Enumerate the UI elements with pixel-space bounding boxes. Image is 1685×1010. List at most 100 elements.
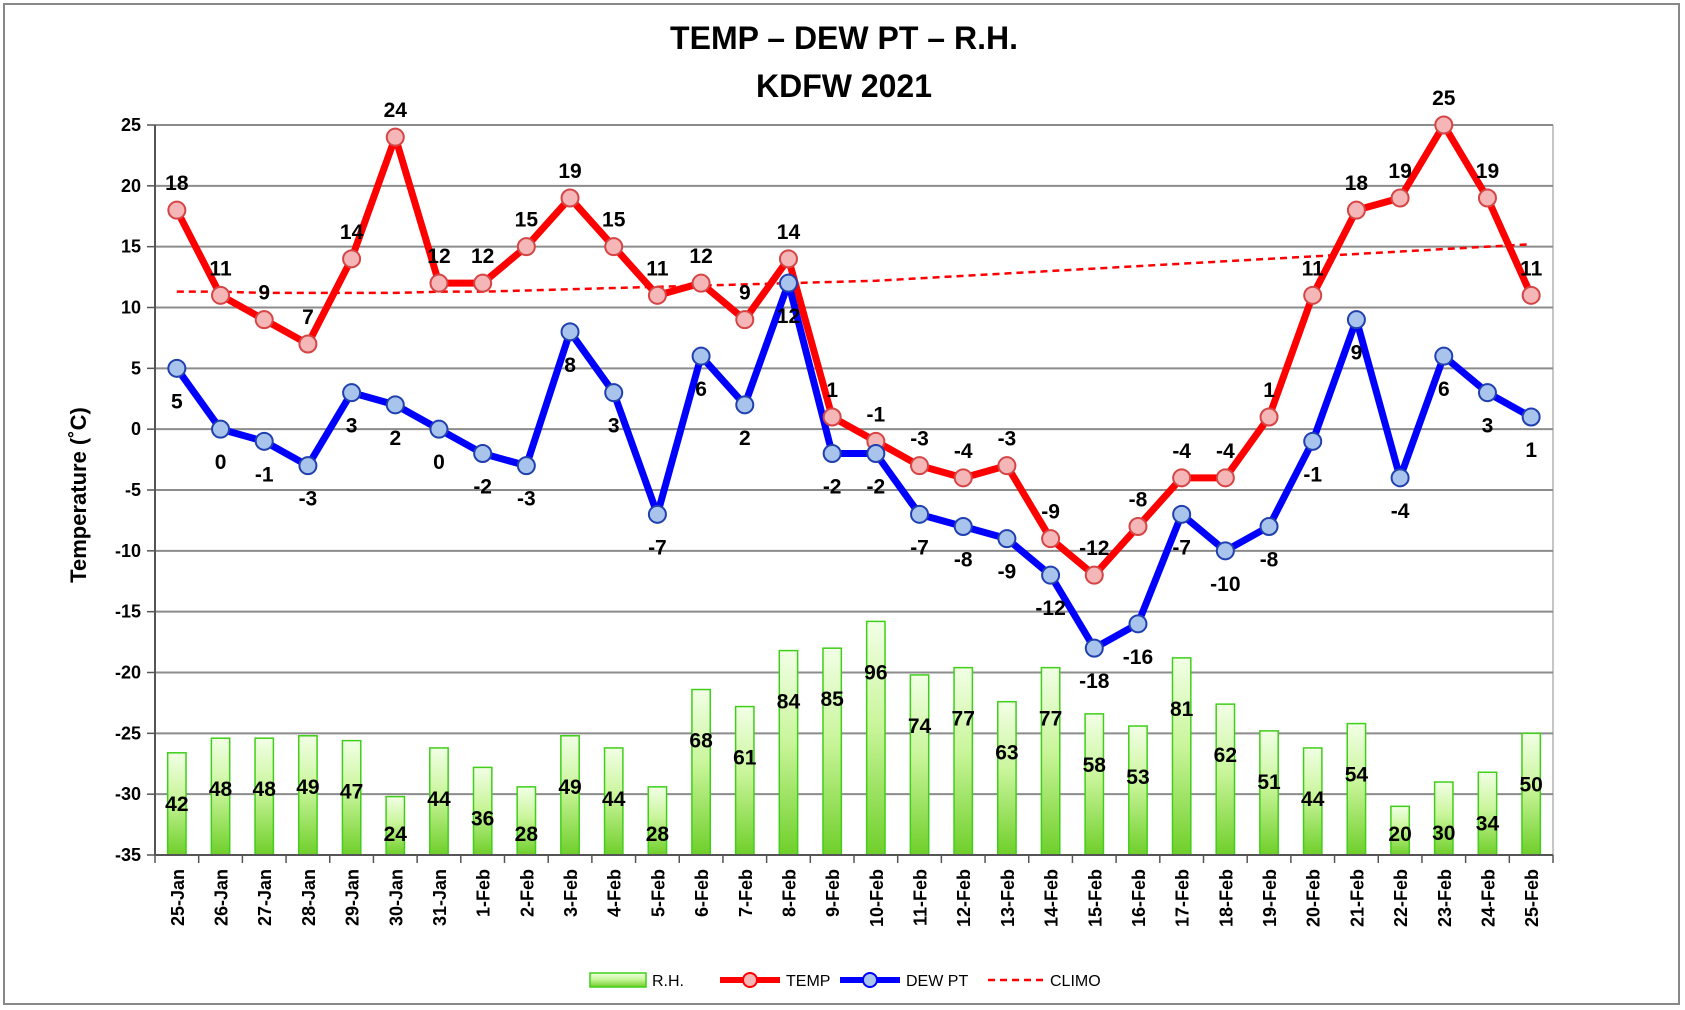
temp-point bbox=[211, 285, 231, 305]
temp-data-label: 24 bbox=[384, 99, 408, 122]
rh-bar bbox=[865, 620, 886, 856]
dewpt-data-label: -18 bbox=[1079, 670, 1110, 693]
rh-data-label: 30 bbox=[1432, 822, 1455, 845]
rh-bar bbox=[996, 700, 1017, 856]
dewpt-data-label: -8 bbox=[954, 549, 973, 572]
rh-data-label: 68 bbox=[689, 730, 713, 753]
dewpt-point bbox=[997, 529, 1017, 549]
y-tick-label: -25 bbox=[115, 723, 141, 743]
temp-data-label: 11 bbox=[209, 257, 232, 280]
dewpt-point bbox=[1303, 431, 1323, 451]
rh-bar bbox=[734, 705, 755, 856]
temp-data-label: 15 bbox=[515, 209, 539, 232]
rh-bar bbox=[691, 688, 712, 856]
temp-data-label: 19 bbox=[1476, 160, 1499, 183]
dewpt-point bbox=[1390, 468, 1410, 488]
temp-point bbox=[1084, 565, 1104, 585]
rh-data-label: 49 bbox=[296, 776, 319, 799]
x-tick-label: 13-Feb bbox=[998, 869, 1018, 927]
chart-subtitle: KDFW 2021 bbox=[756, 68, 932, 104]
temp-point bbox=[822, 407, 842, 427]
y-tick-label: 15 bbox=[121, 237, 141, 257]
x-tick-label: 12-Feb bbox=[954, 869, 974, 927]
x-tick-label: 21-Feb bbox=[1347, 869, 1367, 927]
x-tick-label: 31-Jan bbox=[430, 869, 450, 926]
x-tick-label: 18-Feb bbox=[1216, 869, 1236, 927]
temp-data-label: 19 bbox=[1388, 160, 1411, 183]
x-tick-label: 28-Jan bbox=[299, 869, 319, 926]
dewpt-point bbox=[691, 346, 711, 366]
x-tick-label: 17-Feb bbox=[1173, 869, 1193, 927]
legend: R.H. TEMP DEW PT CLIMO bbox=[589, 972, 1101, 990]
rh-bar bbox=[1215, 703, 1236, 856]
temp-point bbox=[254, 310, 274, 330]
legend-swatch-rh bbox=[589, 972, 647, 988]
dewpt-point bbox=[211, 419, 231, 439]
dewpt-point bbox=[516, 456, 536, 476]
dewpt-data-label: -7 bbox=[1172, 536, 1191, 559]
temp-point bbox=[691, 273, 711, 293]
x-tick-label: 19-Feb bbox=[1260, 869, 1280, 927]
dewpt-point bbox=[1041, 565, 1061, 585]
temp-data-label: -1 bbox=[867, 403, 886, 426]
dewpt-data-label: -16 bbox=[1123, 646, 1153, 669]
x-tick-label: 22-Feb bbox=[1391, 869, 1411, 927]
temp-point bbox=[1259, 407, 1279, 427]
temp-data-label: 19 bbox=[558, 160, 581, 183]
dewpt-point bbox=[866, 444, 886, 463]
temp-data-label: -4 bbox=[1172, 440, 1191, 463]
y-axis-label: Temperature (˚C) bbox=[66, 407, 91, 583]
rh-data-label: 84 bbox=[777, 691, 801, 714]
x-tick-label: 4-Feb bbox=[605, 869, 625, 917]
temp-data-label: 1 bbox=[826, 379, 838, 402]
rh-data-label: 81 bbox=[1170, 698, 1194, 721]
temp-data-label: -3 bbox=[998, 428, 1017, 451]
dewpt-data-label: -9 bbox=[998, 561, 1017, 584]
dewpt-data-label: -12 bbox=[1035, 597, 1065, 620]
temp-data-label: 14 bbox=[777, 221, 801, 244]
temp-point bbox=[1041, 529, 1061, 549]
x-tick-label: 27-Jan bbox=[255, 869, 275, 926]
temp-point bbox=[735, 310, 755, 330]
temp-point bbox=[342, 249, 362, 269]
temp-point bbox=[560, 188, 580, 208]
temp-data-label: 11 bbox=[1520, 257, 1543, 280]
rh-data-label: 48 bbox=[209, 778, 233, 801]
rh-data-label: 36 bbox=[471, 807, 494, 830]
temp-data-label: 12 bbox=[471, 245, 494, 268]
dewpt-data-label: -3 bbox=[299, 488, 318, 511]
chart-frame: TEMP – DEW PT – R.H. KDFW 2021 Temperatu… bbox=[3, 3, 1680, 1005]
y-tick-label: -10 bbox=[115, 541, 141, 561]
rh-bar bbox=[822, 647, 843, 856]
rh-data-label: 62 bbox=[1214, 744, 1237, 767]
y-tick-label: -20 bbox=[115, 663, 141, 683]
dewpt-point bbox=[1477, 383, 1497, 403]
legend-label: CLIMO bbox=[1050, 973, 1101, 990]
x-tick-label: 23-Feb bbox=[1435, 869, 1455, 927]
temp-point bbox=[385, 127, 405, 147]
dewpt-point bbox=[1128, 614, 1148, 634]
dewpt-data-label: 2 bbox=[389, 427, 401, 450]
temp-point bbox=[1390, 188, 1410, 208]
dewpt-point bbox=[1084, 638, 1104, 658]
temp-point bbox=[1172, 468, 1192, 488]
dewpt-point bbox=[473, 444, 493, 463]
x-tick-label: 25-Jan bbox=[168, 869, 188, 926]
x-tick-label: 24-Feb bbox=[1478, 869, 1498, 927]
temp-point bbox=[1303, 285, 1323, 305]
x-tick-label: 20-Feb bbox=[1304, 869, 1324, 927]
x-tick-label: 15-Feb bbox=[1085, 869, 1105, 927]
dewpt-data-label: -10 bbox=[1210, 573, 1240, 596]
rh-bar bbox=[1171, 657, 1192, 856]
y-tick-label: 20 bbox=[121, 176, 141, 196]
x-tick-label: 10-Feb bbox=[867, 869, 887, 927]
x-tick-label: 3-Feb bbox=[561, 869, 581, 917]
dewpt-data-label: -4 bbox=[1391, 500, 1410, 523]
rh-data-label: 77 bbox=[1039, 708, 1062, 731]
dewpt-data-label: 3 bbox=[608, 415, 620, 438]
rh-data-label: 51 bbox=[1257, 771, 1281, 794]
temp-point bbox=[1477, 188, 1497, 208]
dewpt-point bbox=[953, 517, 973, 536]
dewpt-data-label: -7 bbox=[910, 536, 929, 559]
dewpt-point bbox=[298, 456, 318, 476]
